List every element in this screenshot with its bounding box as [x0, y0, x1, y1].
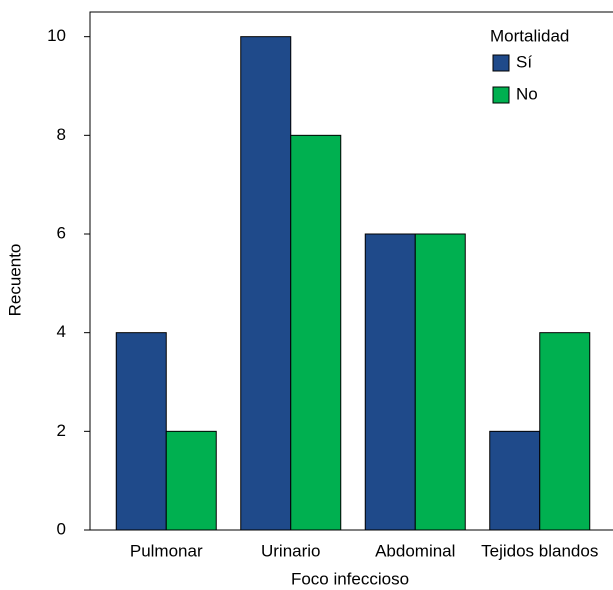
- plot-frame: [89, 11, 613, 531]
- y-tick-label: 2: [57, 421, 66, 440]
- y-tick-label: 8: [57, 125, 66, 144]
- legend-swatch: [492, 86, 510, 104]
- x-tick-label: Abdominal: [375, 541, 455, 560]
- bar: [539, 332, 591, 531]
- legend-title: Mortalidad: [490, 26, 569, 45]
- legend-swatch: [492, 54, 510, 72]
- bar: [115, 332, 167, 531]
- y-tick-label: 0: [57, 519, 66, 538]
- y-tick-label: 4: [57, 322, 66, 341]
- legend-label: Sí: [516, 52, 532, 71]
- y-axis-title: Recuento: [5, 244, 24, 317]
- x-axis-title: Foco infeccioso: [291, 569, 409, 588]
- bar: [489, 430, 541, 531]
- bar: [290, 134, 342, 531]
- bar: [364, 233, 416, 531]
- x-tick-label: Pulmonar: [130, 541, 203, 560]
- x-tick-label: Tejidos blandos: [481, 541, 598, 560]
- y-tick-label: 10: [47, 26, 66, 45]
- bar: [240, 36, 292, 531]
- y-tick-label: 6: [57, 223, 66, 242]
- bar: [414, 233, 466, 531]
- legend-label: No: [516, 84, 538, 103]
- bar: [165, 430, 217, 531]
- x-tick-label: Urinario: [261, 541, 321, 560]
